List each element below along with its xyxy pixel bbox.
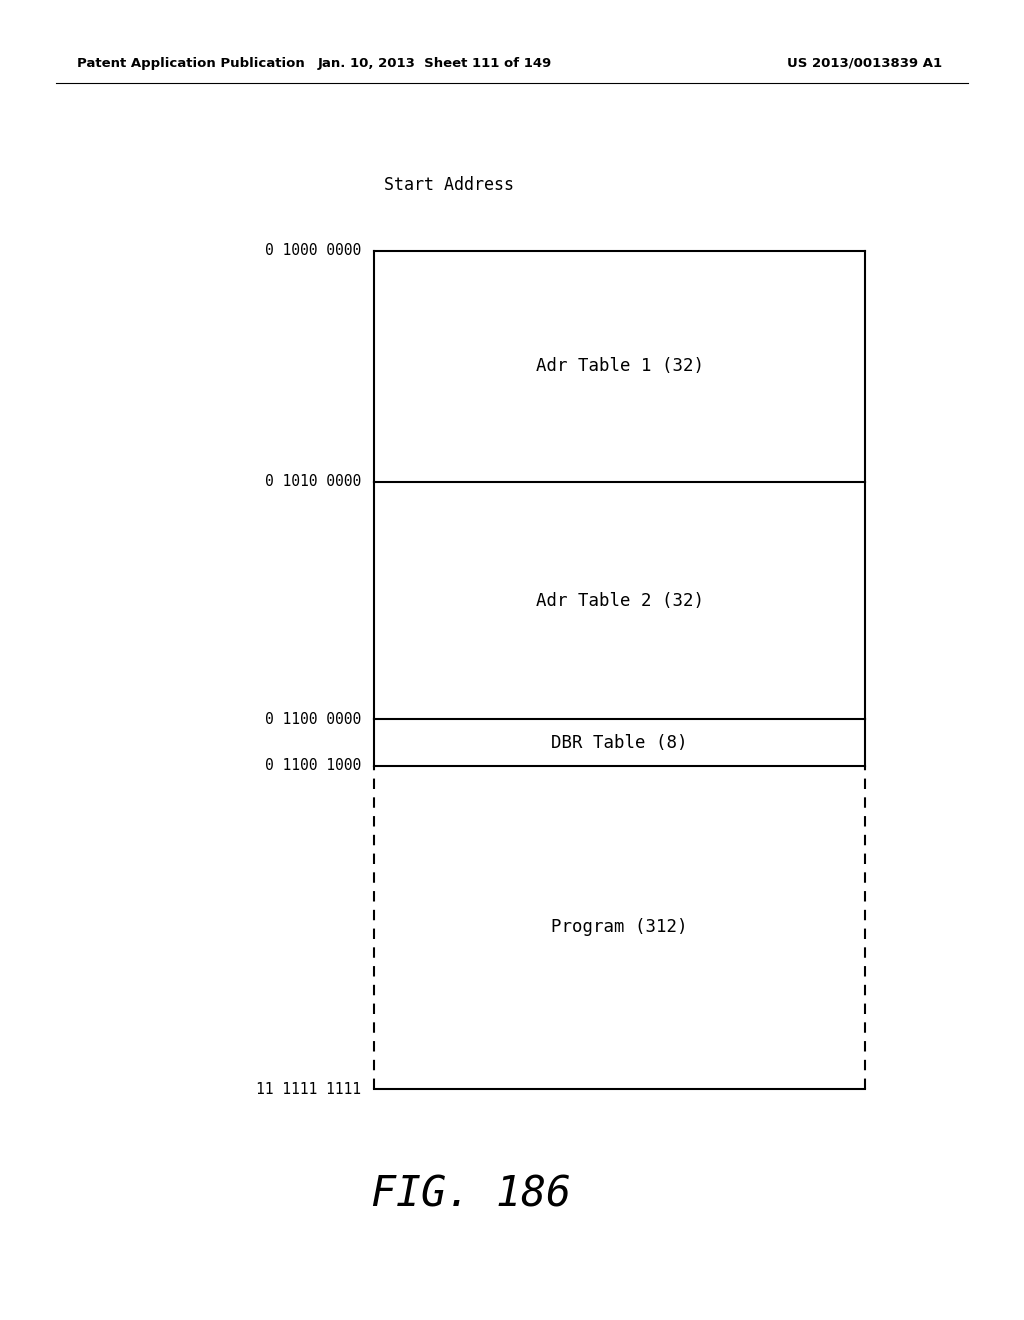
Text: 0 1100 0000: 0 1100 0000 — [265, 711, 361, 727]
Text: Adr Table 1 (32): Adr Table 1 (32) — [536, 358, 703, 375]
Text: 0 1010 0000: 0 1010 0000 — [265, 474, 361, 490]
Text: Program (312): Program (312) — [551, 919, 688, 936]
Text: Start Address: Start Address — [384, 176, 514, 194]
Text: Jan. 10, 2013  Sheet 111 of 149: Jan. 10, 2013 Sheet 111 of 149 — [318, 57, 552, 70]
Text: 0 1100 1000: 0 1100 1000 — [265, 758, 361, 774]
Text: Patent Application Publication: Patent Application Publication — [77, 57, 304, 70]
Text: Adr Table 2 (32): Adr Table 2 (32) — [536, 591, 703, 610]
Text: DBR Table (8): DBR Table (8) — [551, 734, 688, 751]
Text: 11 1111 1111: 11 1111 1111 — [256, 1081, 361, 1097]
Text: FIG. 186: FIG. 186 — [371, 1173, 571, 1216]
Text: US 2013/0013839 A1: US 2013/0013839 A1 — [787, 57, 942, 70]
Text: 0 1000 0000: 0 1000 0000 — [265, 243, 361, 259]
